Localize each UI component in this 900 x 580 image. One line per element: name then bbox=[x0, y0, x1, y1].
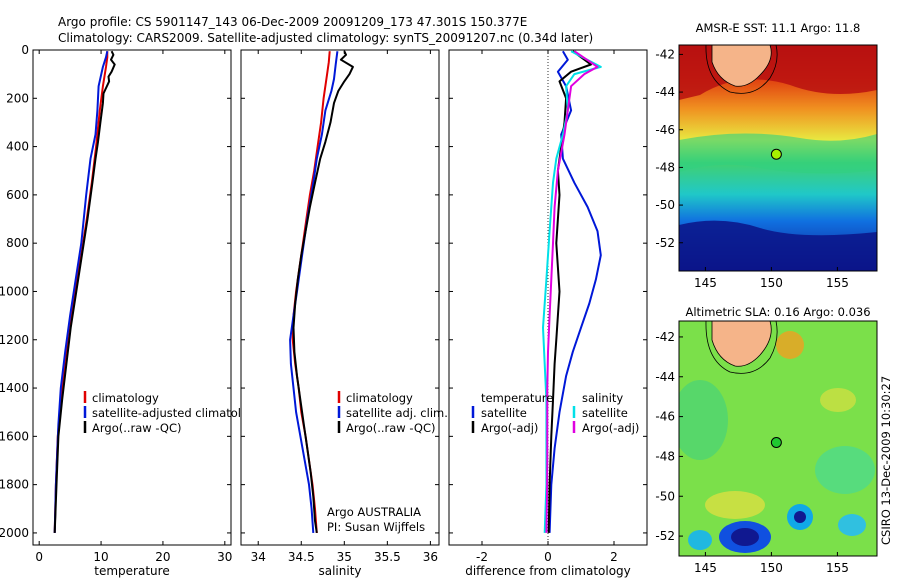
argo-float-marker bbox=[770, 148, 782, 160]
difference-legend: temperature satellite Argo(-adj) salinit… bbox=[471, 391, 639, 435]
x-tick-label: 34.5 bbox=[288, 550, 315, 564]
temperature-xlabel: temperature bbox=[94, 564, 169, 578]
x-tick-label: 35 bbox=[337, 550, 352, 564]
legend-label-temp-satellite: satellite bbox=[481, 406, 527, 420]
map-y-tick-label: -44 bbox=[655, 370, 675, 384]
legend-label-salt-argo: Argo(-adj) bbox=[582, 421, 639, 435]
map-y-tick-label: -50 bbox=[655, 489, 675, 503]
difference-panel: -2 0 2 difference from climatology tempera… bbox=[448, 49, 648, 578]
sla-eddy bbox=[838, 514, 866, 536]
difference-xlabel: difference from climatology bbox=[465, 564, 631, 578]
x-tick-label: 30 bbox=[217, 550, 232, 564]
x-tick-label: 10 bbox=[93, 550, 108, 564]
sst-cold-patch bbox=[679, 220, 877, 271]
x-tick-label: 36 bbox=[423, 550, 438, 564]
map-y-tick-label: -46 bbox=[655, 123, 675, 137]
map-x-tick-label: 145 bbox=[694, 276, 717, 290]
y-tick-label: 400 bbox=[6, 140, 29, 154]
sla-eddy bbox=[776, 331, 804, 359]
sla-eddy bbox=[820, 388, 856, 412]
legend-label-satellite: satellite-adjusted climatology bbox=[92, 406, 262, 420]
series-line-argo-raw-qc- bbox=[292, 50, 354, 534]
sla-eddy bbox=[794, 511, 806, 523]
y-tick-label: 1000 bbox=[0, 284, 29, 298]
sla-map-axes-box bbox=[678, 320, 878, 557]
map-y-tick-label: -48 bbox=[655, 160, 675, 174]
legend-label-climatology: climatology bbox=[92, 391, 159, 405]
tasmania-land bbox=[711, 321, 772, 367]
map-y-tick-label: -50 bbox=[655, 198, 675, 212]
salinity-legend: climatology satellite adj. clim. Argo(..… bbox=[337, 391, 448, 435]
y-tick-label: 1800 bbox=[0, 478, 29, 492]
series-line-satellite-adjusted-climatology bbox=[53, 50, 109, 533]
credit-timestamp: CSIRO 13-Dec-2009 10:30:27 bbox=[879, 376, 893, 545]
x-tick-label: 2 bbox=[610, 550, 618, 564]
land-contour bbox=[705, 321, 778, 374]
legend-title-salinity: salinity bbox=[582, 391, 623, 405]
sla-eddy bbox=[815, 446, 875, 494]
legend-label-argo: Argo(..raw -QC) bbox=[92, 421, 182, 435]
map-x-tick-label: 155 bbox=[826, 276, 849, 290]
x-tick-label: 20 bbox=[155, 550, 170, 564]
map-y-tick-label: -46 bbox=[655, 410, 675, 424]
land-contour bbox=[705, 45, 778, 94]
temperature-panel: 0 10 20 30 0 200 400 600 800 1000 1200 1400 1600 1800… bbox=[0, 43, 262, 578]
sla-map-panel: Altimetric SLA: 0.16 Argo: 0.036 145 150 1… bbox=[655, 305, 878, 575]
salinity-axes-box bbox=[240, 49, 440, 546]
y-tick-label: 600 bbox=[6, 188, 29, 202]
argo-float-marker bbox=[770, 437, 782, 449]
map-y-tick-label: -42 bbox=[655, 47, 675, 61]
sla-eddy bbox=[688, 530, 712, 550]
sla-eddy bbox=[679, 380, 728, 460]
map-y-tick-label: -48 bbox=[655, 449, 675, 463]
legend-label-climatology: climatology bbox=[346, 391, 413, 405]
tasmania-land bbox=[711, 45, 772, 87]
header-line-2: Climatology: CARS2009. Satellite-adjuste… bbox=[58, 31, 593, 45]
y-tick-label: 2000 bbox=[0, 526, 29, 540]
map-y-tick-label: -42 bbox=[655, 330, 675, 344]
salinity-annotation-line-1: Argo AUSTRALIA bbox=[327, 505, 421, 519]
temperature-axes-box bbox=[32, 49, 232, 546]
salinity-panel: 34 34.5 35 35.5 36 salinity climatology sate… bbox=[240, 49, 448, 578]
y-tick-label: 1400 bbox=[0, 381, 29, 395]
sst-map-panel: AMSR-E SST: 11.1 Argo: 11.8 145 150 155 -42… bbox=[655, 21, 878, 290]
series-line-salinity-argo-adj- bbox=[545, 50, 599, 533]
map-y-tick-label: -52 bbox=[655, 529, 675, 543]
salinity-xlabel: salinity bbox=[318, 564, 361, 578]
y-tick-label: 0 bbox=[21, 43, 29, 57]
temperature-legend: climatology satellite-adjusted climatolo… bbox=[83, 391, 262, 435]
sla-eddy bbox=[731, 528, 759, 546]
x-tick-label: 35.5 bbox=[374, 550, 401, 564]
map-x-tick-label: 150 bbox=[760, 276, 783, 290]
salinity-annotation-line-2: PI: Susan Wijffels bbox=[327, 520, 425, 534]
series-line-argo-raw-qc- bbox=[53, 50, 116, 533]
legend-label-satellite: satellite adj. clim. bbox=[346, 406, 448, 420]
map-x-tick-label: 155 bbox=[826, 561, 849, 575]
map-x-tick-label: 145 bbox=[694, 561, 717, 575]
header-line-1: Argo profile: CS 5901147_143 06-Dec-2009… bbox=[58, 15, 527, 29]
y-tick-label: 200 bbox=[6, 91, 29, 105]
x-tick-label: -2 bbox=[476, 550, 488, 564]
sla-map-title: Altimetric SLA: 0.16 Argo: 0.036 bbox=[685, 305, 870, 319]
y-tick-label: 800 bbox=[6, 236, 29, 250]
legend-label-argo: Argo(..raw -QC) bbox=[346, 421, 436, 435]
legend-label-salt-satellite: satellite bbox=[582, 406, 628, 420]
x-tick-label: 0 bbox=[35, 550, 43, 564]
sst-map-title: AMSR-E SST: 11.1 Argo: 11.8 bbox=[696, 21, 861, 35]
map-x-tick-label: 150 bbox=[760, 561, 783, 575]
x-tick-label: 34 bbox=[251, 550, 266, 564]
sla-eddy bbox=[705, 491, 765, 519]
map-y-tick-label: -52 bbox=[655, 236, 675, 250]
y-tick-label: 1600 bbox=[0, 429, 29, 443]
series-line-temperature-argo-adj- bbox=[547, 50, 592, 533]
legend-label-temp-argo: Argo(-adj) bbox=[481, 421, 538, 435]
y-tick-label: 1200 bbox=[0, 333, 29, 347]
sst-map-axes-box bbox=[678, 44, 878, 272]
map-y-tick-label: -44 bbox=[655, 85, 675, 99]
x-tick-label: 0 bbox=[544, 550, 552, 564]
legend-title-temperature: temperature bbox=[481, 391, 553, 405]
